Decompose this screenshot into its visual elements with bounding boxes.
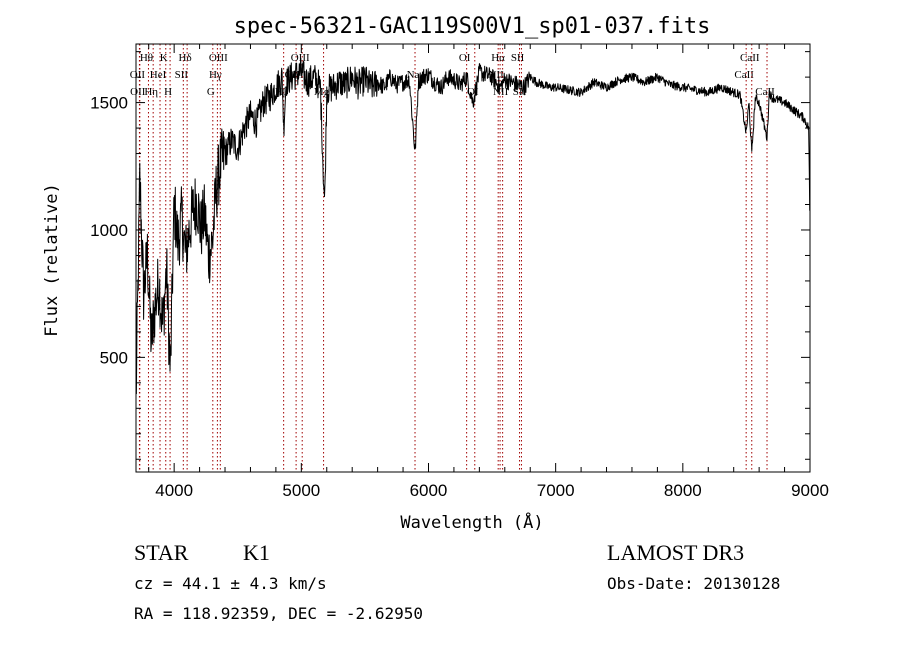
- spectral-line-label: CaII: [755, 86, 775, 98]
- spectral-line-label: Na: [407, 69, 420, 81]
- y-tick-label: 1000: [90, 221, 128, 240]
- spectral-line-label: SII: [511, 52, 525, 64]
- spectral-line-label: OII: [130, 69, 146, 81]
- y-tick-label: 1500: [90, 94, 128, 113]
- x-tick-label: 6000: [410, 481, 448, 500]
- ra-dec-coordinates: RA = 118.92359, DEC = -2.62950: [134, 604, 423, 623]
- spectral-line-label: NII: [493, 86, 509, 98]
- object-subclass: K1: [243, 540, 270, 565]
- spectral-line-label: OII: [130, 86, 146, 98]
- plot-frame: [135, 43, 811, 473]
- survey-name: LAMOST DR3: [607, 540, 745, 565]
- spectral-line-label: OIII: [209, 52, 228, 64]
- x-tick-label: 4000: [155, 481, 193, 500]
- spectrum-series: [135, 57, 811, 395]
- axis-ticks: 4000 5000 6000 7000 8000 9000 500 1000 1500: [90, 44, 829, 500]
- y-axis-label: Flux (relative): [42, 183, 62, 337]
- spectral-line-label: HeI: [150, 69, 167, 81]
- x-tick-label: 7000: [537, 481, 575, 500]
- spectral-line-label: CaII: [734, 69, 754, 81]
- spectral-line-label: Hα: [491, 52, 505, 64]
- redshift-cz: cz = 44.1 ± 4.3 km/s: [134, 574, 327, 593]
- x-tick-label: 9000: [791, 481, 829, 500]
- spectral-line-label: SII: [175, 69, 189, 81]
- object-class: STAR: [134, 540, 189, 565]
- flux-line: [135, 57, 811, 395]
- x-tick-label: 8000: [664, 481, 702, 500]
- x-axis-label: Wavelength (Å): [400, 511, 543, 533]
- spectral-line-label: Hδ: [179, 52, 192, 64]
- spectral-line-label: OI: [467, 86, 479, 98]
- spectral-line-label: OI: [459, 52, 471, 64]
- x-tick-label: 5000: [282, 481, 320, 500]
- spectral-line-label: Hγ: [209, 69, 222, 81]
- chart-title: spec-56321-GAC119S00V1_sp01-037.fits: [234, 14, 711, 39]
- spectral-line-label: Hθ: [140, 52, 153, 64]
- spectral-line-markers: OIIOIIHθHηHeIKHSIIHδGHγOIIIHβOIIIOIIIMgN…: [130, 44, 775, 472]
- spectral-line-label: Hη: [144, 86, 158, 98]
- spectral-line-label: H: [164, 86, 172, 98]
- spectral-line-label: K: [160, 52, 168, 64]
- spectral-line-label: G: [207, 86, 215, 98]
- spectral-line-label: CaII: [740, 52, 760, 64]
- observation-date: Obs-Date: 20130128: [607, 574, 781, 593]
- y-tick-label: 500: [100, 348, 128, 367]
